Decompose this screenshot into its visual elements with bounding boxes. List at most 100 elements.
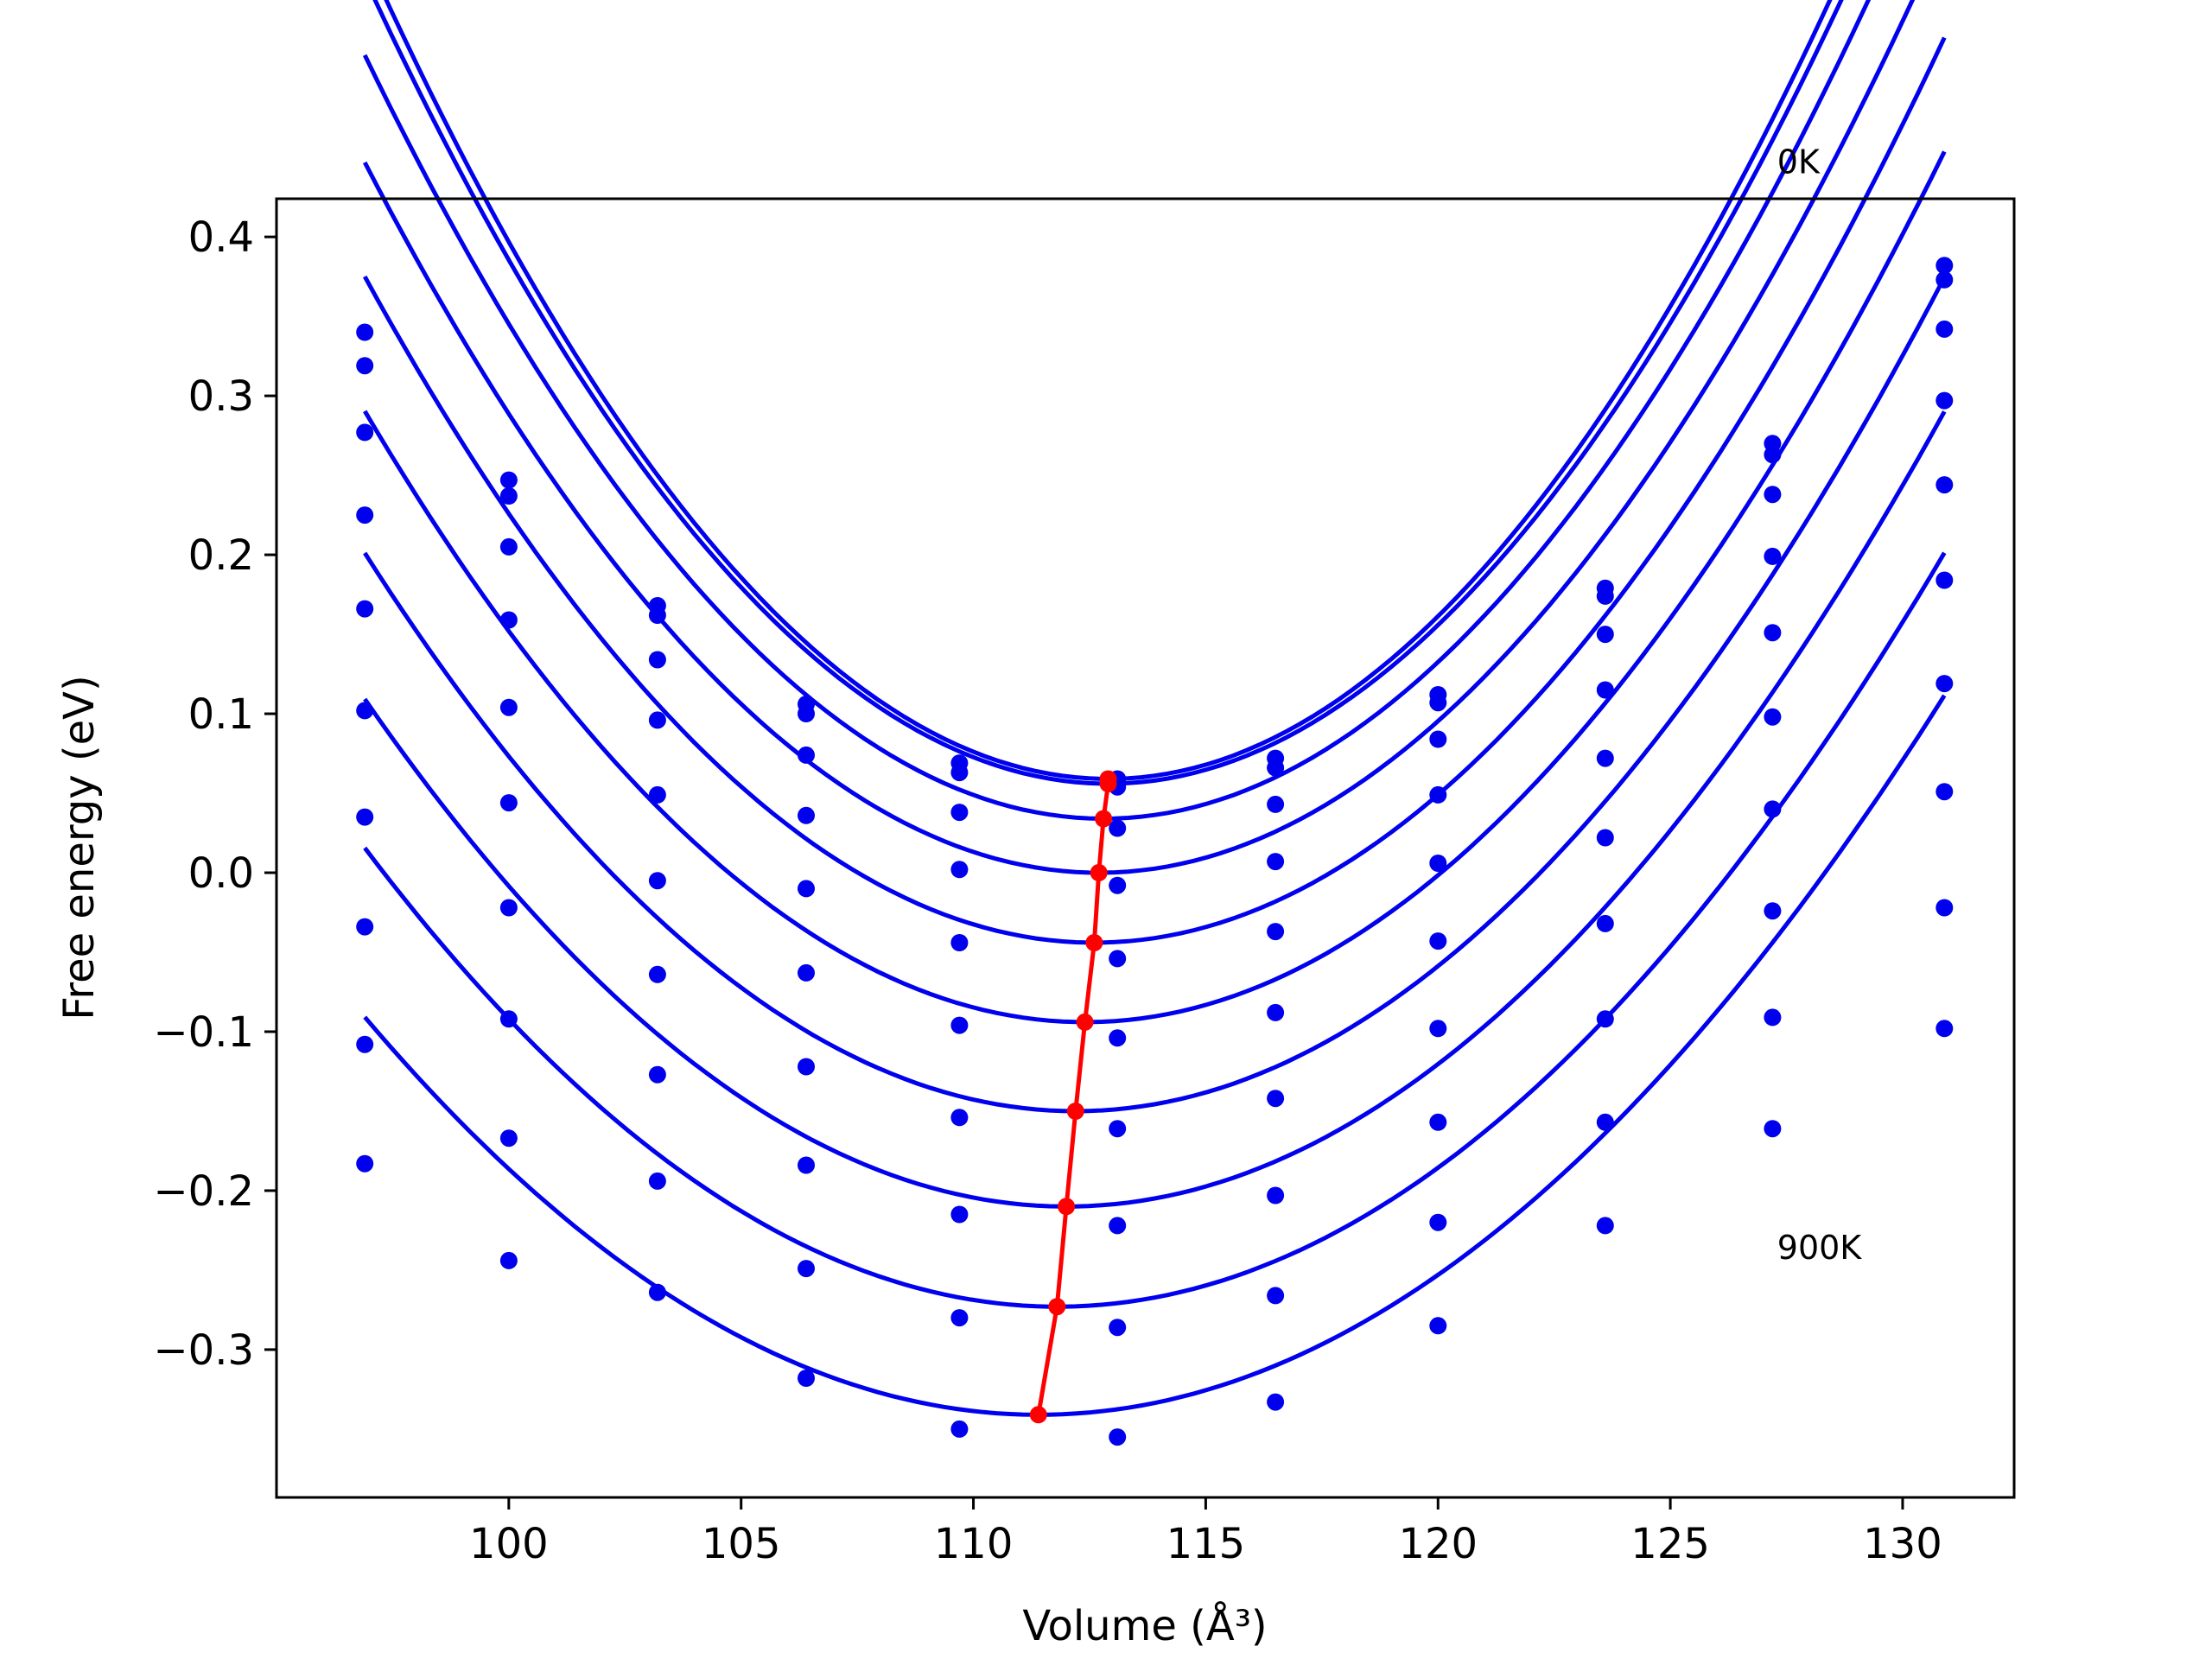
fit-curve-8 <box>363 410 1947 1209</box>
data-point-s3-5 <box>950 804 969 822</box>
data-point-s10-5 <box>950 1420 969 1438</box>
data-point-s8-1 <box>356 918 374 936</box>
data-point-s9-11 <box>1936 899 1954 917</box>
annotation-2: 900K <box>1777 1229 1863 1267</box>
data-point-s9-4 <box>798 1260 815 1278</box>
plot-frame <box>275 197 2016 1499</box>
x-tick-label-130: 130 <box>1863 1520 1942 1568</box>
data-point-s3-3 <box>648 651 666 669</box>
data-point-s3-10 <box>1764 486 1782 504</box>
data-point-s7-2 <box>499 899 518 917</box>
data-point-s3-6 <box>1109 819 1127 837</box>
minimum-point-8 <box>1058 1198 1076 1216</box>
data-point-s2-8 <box>1429 694 1447 712</box>
data-point-s4-7 <box>1267 853 1285 871</box>
data-point-s7-3 <box>648 965 666 983</box>
data-point-s4-6 <box>1109 876 1127 894</box>
fit-curve-9 <box>363 551 1947 1309</box>
data-point-s7-8 <box>1429 1020 1447 1038</box>
data-point-s10-7 <box>1267 1393 1285 1411</box>
data-point-s6-7 <box>1267 1003 1285 1021</box>
data-point-s10-11 <box>1936 1020 1954 1038</box>
x-tick-label-110: 110 <box>934 1520 1014 1568</box>
data-point-s2-10 <box>1764 446 1782 464</box>
data-point-s7-11 <box>1936 675 1954 693</box>
data-point-s9-6 <box>1109 1319 1127 1337</box>
data-point-s8-2 <box>499 1010 518 1028</box>
data-point-s9-1 <box>356 1035 374 1053</box>
y-tick-label-1: −0.2 <box>153 1167 254 1216</box>
data-point-s5-11 <box>1936 476 1954 494</box>
data-point-s4-8 <box>1429 785 1447 804</box>
y-tick-label-5: 0.2 <box>188 531 254 580</box>
data-point-s7-1 <box>356 808 374 826</box>
data-point-s5-3 <box>648 785 666 804</box>
x-axis-label: Volume (Å³) <box>1022 1601 1267 1650</box>
data-point-s8-11 <box>1936 783 1954 801</box>
minimum-point-6 <box>1076 1013 1094 1031</box>
data-point-s8-5 <box>950 1205 969 1224</box>
data-point-s9-9 <box>1596 1113 1614 1131</box>
data-point-s2-4 <box>798 705 815 722</box>
x-tick-label-125: 125 <box>1630 1520 1710 1568</box>
data-point-s5-10 <box>1764 624 1782 642</box>
data-point-s4-2 <box>499 611 518 629</box>
data-point-s7-9 <box>1596 914 1614 932</box>
minimum-point-4 <box>1090 864 1108 881</box>
data-point-s5-2 <box>499 698 518 716</box>
data-point-s5-4 <box>798 880 815 898</box>
data-point-s9-2 <box>499 1129 518 1147</box>
fit-curve-7 <box>363 276 1947 1114</box>
data-point-s2-11 <box>1936 270 1954 289</box>
data-point-s7-4 <box>798 1058 815 1076</box>
minimum-point-3 <box>1095 810 1113 828</box>
x-tick-label-120: 120 <box>1398 1520 1478 1568</box>
data-point-s2-7 <box>1267 759 1285 777</box>
data-point-s5-5 <box>950 934 969 951</box>
minimum-point-9 <box>1048 1298 1066 1316</box>
fit-curve-4 <box>362 0 1916 875</box>
data-point-s3-8 <box>1429 730 1447 748</box>
y-tick-label-7: 0.4 <box>188 213 254 262</box>
data-point-s10-3 <box>648 1283 666 1301</box>
data-point-s3-1 <box>356 423 374 442</box>
data-point-s8-7 <box>1267 1186 1285 1205</box>
x-tick-label-105: 105 <box>702 1520 781 1568</box>
data-point-s4-1 <box>356 506 374 524</box>
data-point-s6-10 <box>1764 708 1782 726</box>
data-point-s4-4 <box>798 806 815 824</box>
data-point-s8-9 <box>1596 1010 1614 1028</box>
y-tick-label-2: −0.1 <box>153 1008 254 1057</box>
data-point-s6-9 <box>1596 829 1614 847</box>
data-point-s6-8 <box>1429 932 1447 950</box>
x-tick-label-100: 100 <box>469 1520 549 1568</box>
fit-curve-3 <box>362 0 1872 822</box>
data-point-s6-2 <box>499 794 518 812</box>
data-point-s8-10 <box>1764 902 1782 920</box>
data-point-s3-4 <box>798 746 815 764</box>
data-point-s9-3 <box>648 1172 666 1190</box>
data-point-s8-6 <box>1109 1217 1127 1235</box>
data-point-s10-10 <box>1764 1120 1782 1138</box>
data-point-s6-11 <box>1936 571 1954 589</box>
data-point-s4-5 <box>950 861 969 879</box>
data-point-s9-5 <box>950 1309 969 1327</box>
minimum-point-5 <box>1085 934 1103 951</box>
fit-curve-1 <box>384 0 1833 781</box>
data-point-s9-7 <box>1267 1287 1285 1305</box>
data-point-s4-10 <box>1764 547 1782 565</box>
y-tick-label-6: 0.3 <box>188 372 254 421</box>
data-point-s2-1 <box>356 357 374 375</box>
data-point-s3-11 <box>1936 320 1954 338</box>
data-point-s2-3 <box>648 607 666 624</box>
minimum-point-7 <box>1066 1103 1084 1120</box>
fit-curve-5 <box>363 36 1947 945</box>
data-points <box>356 257 1954 1446</box>
data-point-s3-7 <box>1267 795 1285 813</box>
data-point-s10-9 <box>1596 1217 1614 1235</box>
minimum-path <box>1029 770 1117 1424</box>
data-point-s6-3 <box>648 872 666 890</box>
data-point-s4-11 <box>1936 391 1954 410</box>
data-point-s6-4 <box>798 963 815 982</box>
y-axis-label: Free energy (eV) <box>55 675 104 1020</box>
